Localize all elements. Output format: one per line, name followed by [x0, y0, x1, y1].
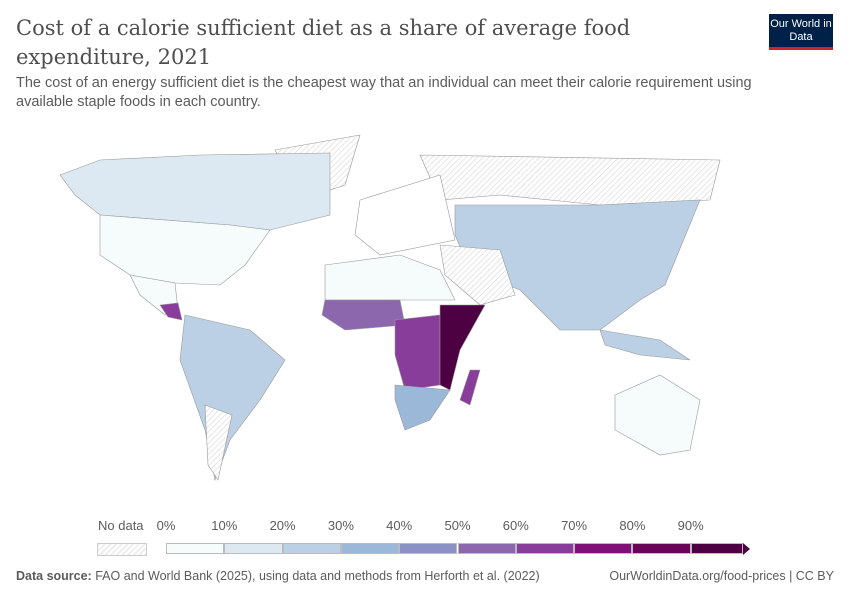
- se-asia[interactable]: [599, 329, 691, 361]
- middle-east[interactable]: [439, 244, 516, 306]
- owid-logo[interactable]: Our World in Data: [769, 14, 833, 50]
- australia[interactable]: [614, 374, 701, 456]
- legend-bin[interactable]: [340, 543, 400, 554]
- legend-tick: 40%: [386, 518, 413, 533]
- africa-west[interactable]: [321, 299, 406, 331]
- africa-east[interactable]: [439, 304, 486, 391]
- canada[interactable]: [59, 152, 331, 231]
- legend-bin[interactable]: [690, 543, 743, 554]
- source-url[interactable]: OurWorldinData.org/food-prices | CC BY: [609, 569, 834, 583]
- legend-bin[interactable]: [632, 543, 691, 554]
- color-legend: No data 0% 10% 20% 30% 40% 50% 60% 70% 80% 90%: [0, 515, 850, 556]
- chart-title: Cost of a calorie sufficient diet as a s…: [16, 16, 631, 69]
- legend-arrow-icon: [743, 543, 750, 555]
- legend-bin[interactable]: [399, 543, 458, 554]
- no-data-label: No data: [98, 518, 144, 533]
- legend-bin[interactable]: [224, 543, 283, 554]
- legend-tick: 50%: [444, 518, 471, 533]
- argentina-chile[interactable]: [204, 404, 233, 481]
- chart-subtitle: The cost of an energy sufficient diet is…: [16, 75, 752, 110]
- legend-tick: 30%: [327, 518, 354, 533]
- madagascar[interactable]: [459, 369, 481, 406]
- usa[interactable]: [99, 214, 271, 286]
- legend-bin[interactable]: [282, 543, 341, 554]
- russia[interactable]: [419, 154, 721, 206]
- no-data-swatch: [97, 543, 147, 556]
- africa-central[interactable]: [394, 314, 441, 391]
- legend-bin[interactable]: [166, 543, 225, 554]
- legend-tick: 60%: [502, 518, 529, 533]
- legend-bin[interactable]: [515, 543, 575, 554]
- south-america[interactable]: [179, 314, 286, 482]
- source-label: Data source:: [16, 569, 92, 583]
- legend-tick: 70%: [561, 518, 588, 533]
- africa-south[interactable]: [394, 384, 451, 431]
- data-source: Data source: FAO and World Bank (2025), …: [16, 569, 540, 583]
- legend-bin[interactable]: [574, 543, 633, 554]
- source-text: FAO and World Bank (2025), using data an…: [95, 569, 540, 583]
- legend-tick: 20%: [269, 518, 296, 533]
- legend-tick: 90%: [677, 518, 704, 533]
- legend-bin[interactable]: [457, 543, 516, 554]
- legend-tick: 80%: [619, 518, 646, 533]
- europe[interactable]: [354, 174, 456, 256]
- central-america[interactable]: [159, 302, 183, 321]
- world-map[interactable]: [0, 125, 850, 510]
- legend-tick: 10%: [211, 518, 238, 533]
- legend-tick: 0%: [156, 518, 176, 533]
- africa-north[interactable]: [324, 254, 456, 301]
